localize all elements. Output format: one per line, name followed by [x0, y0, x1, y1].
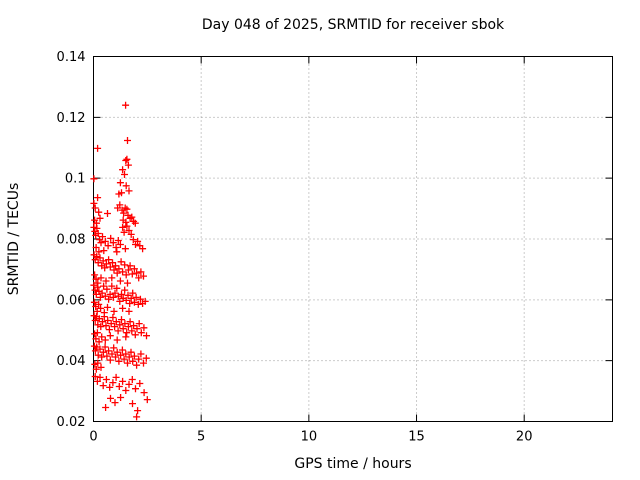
y-tick-label: 0.02: [57, 415, 86, 430]
y-tick-label: 0.06: [57, 293, 86, 308]
x-tick-label: 5: [197, 430, 205, 445]
chart-title: Day 048 of 2025, SRMTID for receiver sbo…: [201, 17, 505, 33]
y-tick-label: 0.1: [65, 172, 86, 187]
y-axis-label: SRMTID / TECUs: [6, 182, 22, 296]
data-points: [90, 101, 151, 421]
y-tick-label: 0.04: [57, 354, 86, 369]
y-tick-label: 0.12: [57, 111, 86, 126]
y-tick-label: 0.14: [57, 50, 86, 65]
tick-marks: [93, 56, 613, 422]
x-tick-label: 10: [301, 430, 318, 445]
x-tick-label: 0: [89, 430, 97, 445]
plot-frame: [93, 56, 613, 422]
x-tick-label: 20: [516, 430, 533, 445]
y-tick-label: 0.08: [57, 233, 86, 248]
x-axis-label: GPS time / hours: [294, 456, 412, 472]
x-tick-label: 15: [408, 430, 425, 445]
